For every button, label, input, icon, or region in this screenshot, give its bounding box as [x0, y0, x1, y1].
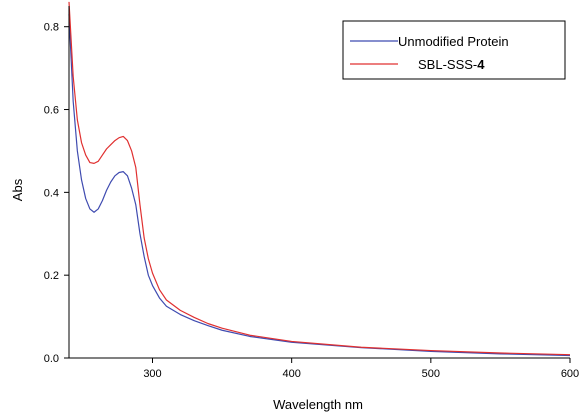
series-line-unmodified-protein — [68, 14, 571, 357]
x-ticks: 300 400 500 600 — [143, 358, 579, 380]
x-axis-title: Wavelength nm — [273, 397, 363, 412]
y-tick-label: 0.4 — [44, 187, 59, 199]
series-line-sbl-sss-4 — [68, 1, 571, 356]
y-tick-label: 0.0 — [44, 353, 59, 365]
series-layer — [68, 1, 571, 357]
y-tick-label: 0.8 — [44, 22, 59, 34]
y-ticks: 0.0 0.2 0.4 0.6 0.8 — [44, 22, 69, 365]
y-tick-label: 0.6 — [44, 105, 59, 117]
x-tick-label: 300 — [143, 368, 161, 380]
legend-label-sbl-sss-4: SBL-SSS-4 — [418, 57, 485, 72]
y-axis-title: Abs — [10, 178, 25, 201]
legend-label-unmodified-protein: Unmodified Protein — [398, 34, 509, 49]
legend-label-sbl-sss-prefix: SBL-SSS- — [418, 57, 477, 72]
legend-label-sbl-sss-bold: 4 — [477, 57, 485, 72]
y-tick-label: 0.2 — [44, 270, 59, 282]
legend-box — [342, 20, 566, 80]
x-tick-label: 400 — [282, 368, 300, 380]
x-tick-label: 600 — [561, 368, 579, 380]
legend: Unmodified Protein SBL-SSS-4 — [342, 20, 566, 80]
x-tick-label: 500 — [422, 368, 440, 380]
